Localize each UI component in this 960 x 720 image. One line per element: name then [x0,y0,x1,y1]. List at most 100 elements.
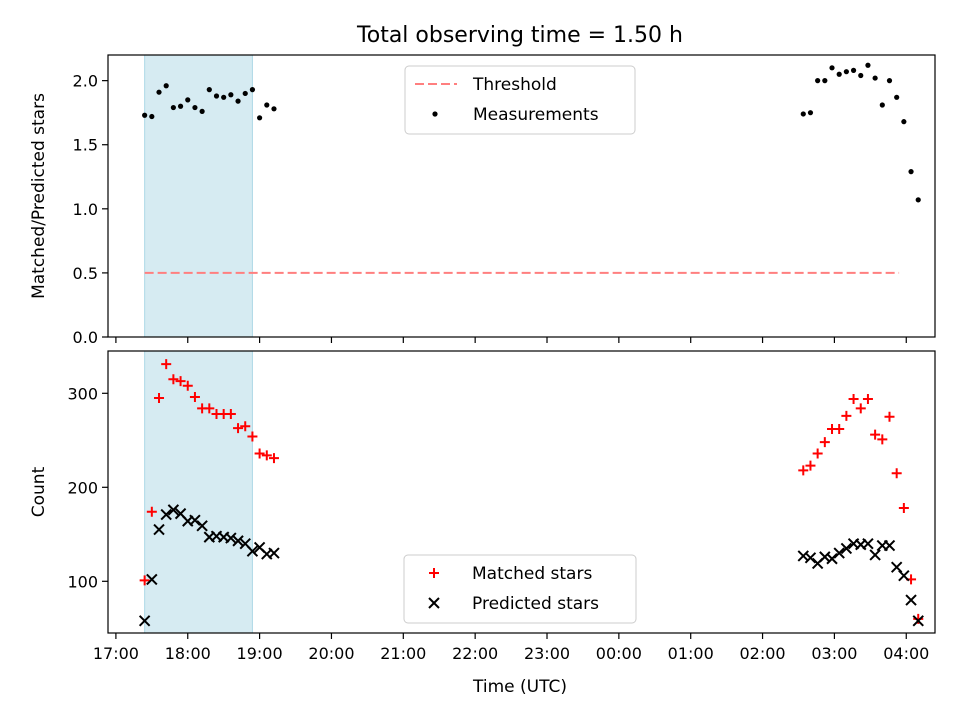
data-point [879,102,885,108]
data-point [182,380,193,391]
data-point [247,431,258,442]
data-point [142,112,148,118]
data-point [833,547,845,559]
x-tick-label: 21:00 [380,644,426,663]
data-point [869,549,881,561]
count-panel: 100 200 300 17:00 18:00 19:00 20:00 21:00 22:00 2… [29,350,936,663]
y-axis-label: Matched/Predicted stars [29,93,49,299]
data-point [886,78,893,84]
data-point [170,104,176,111]
data-point [848,393,859,404]
data-point [898,569,910,582]
data-point [138,615,151,627]
data-point [840,542,853,555]
data-point [149,113,155,120]
data-point [246,545,259,557]
axes-frame [107,350,936,634]
legend-box [404,65,636,135]
data-point [812,448,823,459]
series-dot [142,62,921,203]
x-tick-label: 18:00 [165,644,211,663]
data-point [915,197,921,203]
data-point [843,69,849,75]
data-point [898,502,909,513]
series-plus [139,359,924,624]
data-point [805,460,816,471]
data-point [163,83,169,89]
data-point [168,374,179,385]
legend-label: Measurements [473,105,599,125]
data-point [264,102,270,108]
legend-label: Matched stars [472,564,592,584]
data-point [804,552,817,564]
data-point [891,468,902,479]
data-point [235,98,241,104]
x-tick-label: 01:00 [668,644,714,663]
data-point [877,434,888,445]
data-point [206,87,212,93]
legend-x-swatch [428,597,440,609]
data-point [850,67,857,73]
x-axis-label: Time (UTC) [472,677,567,697]
data-point [153,523,165,536]
data-point [204,403,215,414]
data-point [819,437,830,448]
data-point [254,448,265,459]
y-tick-label: 1.5 [73,136,98,155]
data-point [807,110,814,116]
data-point [233,423,244,434]
data-point [855,403,866,414]
y-tick-label: 1.0 [73,200,98,219]
series-x [138,504,924,627]
data-point [160,508,172,521]
x-tick-label: 02:00 [740,644,786,663]
data-point [199,108,205,114]
axes-frame [107,54,936,338]
data-point [167,504,180,516]
x-tick-label: 00:00 [596,644,642,663]
data-point [240,421,251,432]
data-point [841,410,852,421]
data-point [242,90,248,97]
data-point [213,93,220,99]
data-point [800,111,806,117]
data-point [858,72,864,79]
data-point [271,106,277,112]
data-point [146,573,158,586]
data-point [221,94,227,100]
data-point [912,615,924,627]
data-point [261,450,272,461]
data-point [189,514,201,526]
observing-span [144,55,253,337]
observing-span [144,351,253,633]
data-point [232,535,244,547]
y-tick-label: 0.0 [73,328,98,347]
data-point [822,78,828,84]
legend-box [403,554,637,624]
x-tick-label: 17:00 [93,644,139,663]
data-point [268,453,279,464]
data-point [139,575,150,586]
data-point [862,393,873,404]
data-point [901,119,907,125]
data-point [192,104,198,111]
data-point [185,97,191,103]
x-tick-label: 19:00 [237,644,283,663]
data-point [228,92,234,98]
data-point [189,392,200,403]
data-point [257,115,263,121]
data-point [249,87,256,93]
data-point [894,94,900,100]
x-tick-label: 20:00 [308,644,354,663]
data-point [177,103,184,109]
legend-dot-swatch [432,111,438,117]
data-point [225,408,236,419]
data-point [161,359,172,370]
data-point [196,520,208,532]
legend-plus-swatch [429,568,439,578]
x-tick-label: 23:00 [524,644,570,663]
data-point [156,89,162,95]
data-point [815,78,821,84]
x-tick-label: 03:00 [811,644,857,663]
